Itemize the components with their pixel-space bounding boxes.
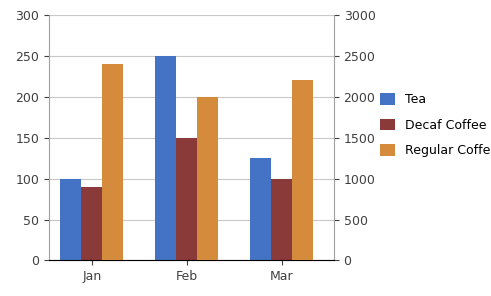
Bar: [250, 158, 271, 260]
Bar: [102, 64, 123, 260]
Bar: [197, 97, 218, 260]
Bar: [176, 138, 197, 260]
Bar: [292, 80, 313, 260]
Bar: [82, 187, 102, 260]
Bar: [156, 56, 176, 260]
Bar: [271, 178, 292, 260]
Legend: Tea, Decaf Coffee, Regular Coffee: Tea, Decaf Coffee, Regular Coffee: [374, 87, 491, 164]
Bar: [60, 178, 82, 260]
